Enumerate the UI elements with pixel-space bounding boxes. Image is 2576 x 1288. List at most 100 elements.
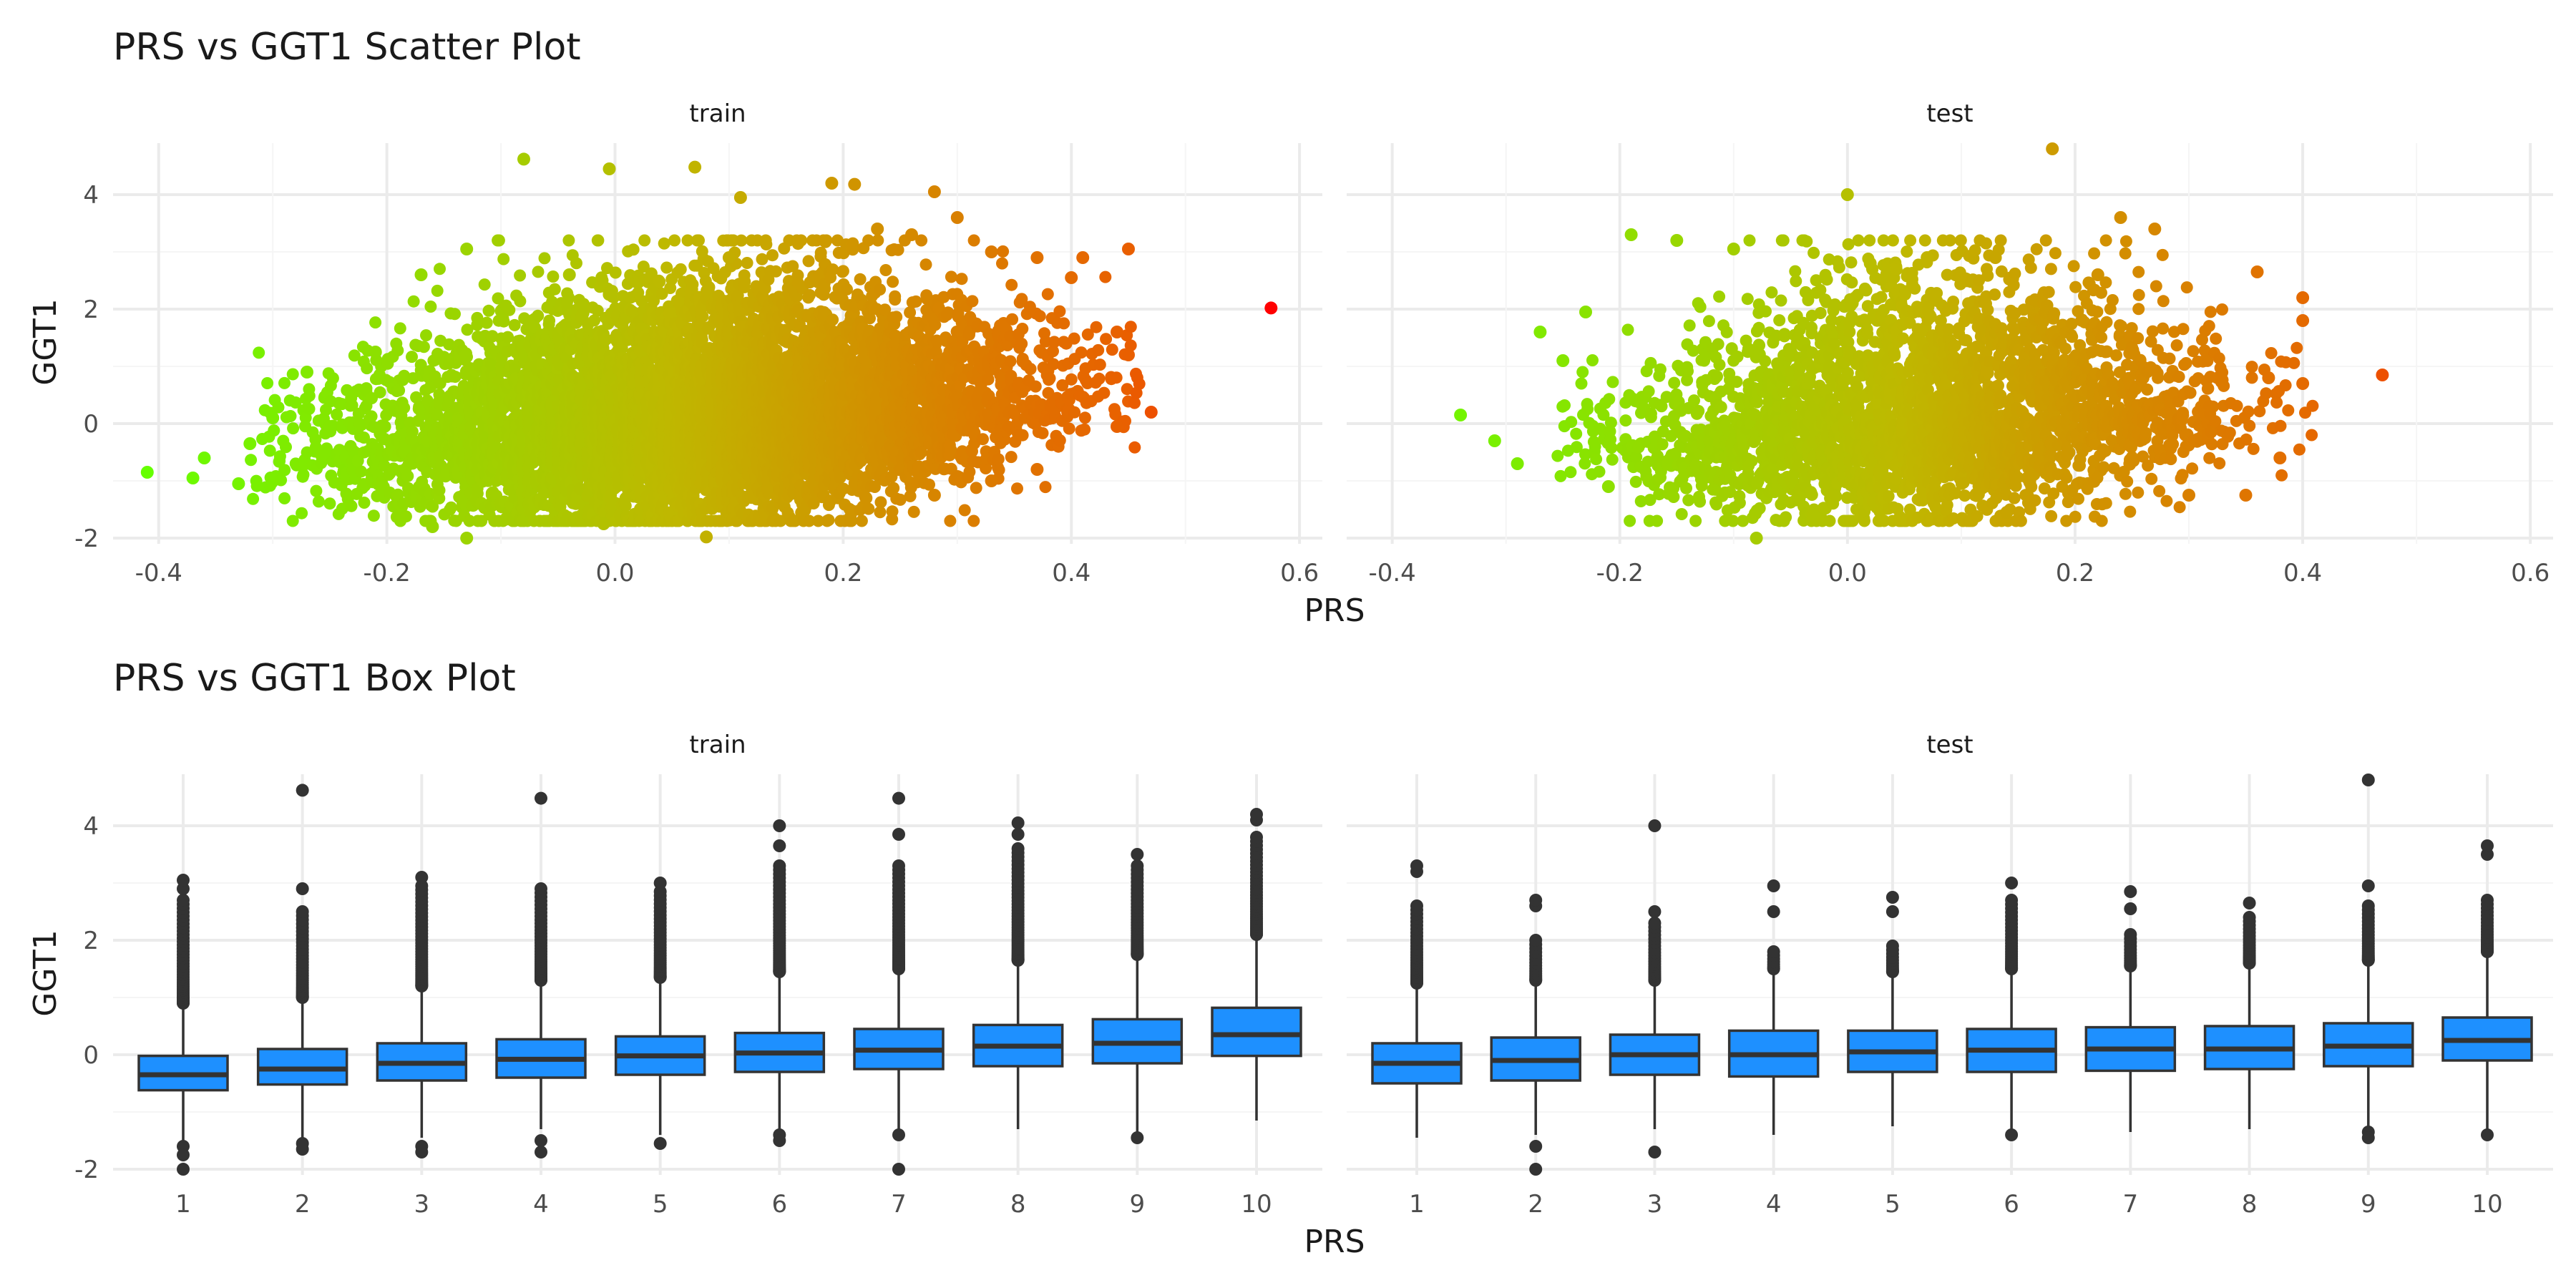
- scatter-point: [570, 257, 582, 270]
- scatter-point: [406, 425, 419, 438]
- scatter-point: [497, 253, 510, 265]
- scatter-point: [638, 234, 651, 247]
- scatter-point: [273, 450, 286, 463]
- scatter-point: [379, 420, 391, 433]
- scatter-point: [310, 484, 323, 497]
- scatter-point: [393, 384, 406, 397]
- scatter-point: [345, 499, 358, 512]
- scatter-point: [367, 509, 380, 522]
- scatter-point: [609, 266, 622, 279]
- scatter-point: [278, 464, 291, 477]
- scatter-point: [401, 469, 414, 482]
- scatter-point: [434, 263, 446, 275]
- scatter-point: [323, 497, 336, 510]
- scatter-point: [424, 301, 437, 313]
- scatter-point: [653, 275, 666, 288]
- scatter-point: [592, 234, 605, 247]
- y-tick-label: 4: [83, 181, 99, 210]
- scatter-point: [674, 263, 687, 275]
- x-tick-label: -0.4: [135, 559, 182, 587]
- scatter-point: [391, 344, 404, 357]
- x-tick-label: 0.4: [1052, 559, 1091, 587]
- scatter-point: [449, 308, 461, 321]
- scatter-point: [406, 351, 418, 364]
- scatter-point: [355, 465, 367, 478]
- scatter-point: [369, 316, 382, 329]
- scatter-point: [538, 252, 551, 265]
- scatter-point: [471, 487, 484, 500]
- scatter-point: [433, 484, 446, 497]
- scatter-point: [760, 238, 773, 250]
- scatter-point: [693, 234, 705, 247]
- scatter-point: [668, 234, 681, 247]
- scatter-point: [280, 441, 292, 454]
- scatter-point: [417, 341, 430, 353]
- scatter-point: [410, 391, 423, 404]
- scatter-point: [426, 500, 439, 513]
- scatter-point: [380, 409, 393, 421]
- x-tick-label: 0.6: [1280, 559, 1319, 587]
- scatter-point: [303, 403, 316, 415]
- scatter-point: [562, 291, 575, 304]
- scatter-point: [756, 253, 769, 265]
- scatter-point: [543, 314, 556, 327]
- scatter-point: [802, 255, 815, 268]
- scatter-point: [480, 316, 493, 329]
- scatter-point: [275, 474, 288, 487]
- scatter-point: [478, 278, 491, 291]
- scatter-point: [766, 249, 779, 262]
- y-tick-label: 2: [83, 296, 99, 324]
- scatter-point: [431, 284, 444, 297]
- scatter-point: [497, 315, 510, 328]
- scatter-point: [289, 396, 302, 409]
- scatter-point: [547, 270, 560, 283]
- scatter-point: [407, 295, 420, 308]
- scatter-point: [492, 234, 505, 247]
- x-tick-label: 0.2: [824, 559, 862, 587]
- scatter-point: [492, 292, 504, 305]
- scatter-point: [326, 372, 339, 385]
- scatter-point: [482, 304, 495, 317]
- scatter-point: [312, 495, 325, 508]
- scatter-point: [562, 234, 575, 247]
- scatter-point: [287, 422, 300, 435]
- scatter-point: [398, 401, 411, 414]
- scatter-point: [735, 234, 748, 247]
- scatter-point: [365, 410, 378, 423]
- scatter-point: [268, 424, 280, 437]
- scatter-point: [514, 295, 527, 308]
- y-tick-label: -2: [74, 525, 99, 553]
- scatter-point: [532, 265, 545, 278]
- scatter-point: [738, 275, 751, 288]
- scatter-point: [686, 278, 699, 291]
- scatter-point: [296, 507, 308, 519]
- scatter-point: [814, 246, 827, 259]
- scatter-point: [253, 346, 265, 359]
- scatter-point: [795, 234, 808, 247]
- scatter-point: [360, 382, 373, 395]
- y-tick-label: 0: [83, 410, 99, 439]
- scatter-point: [247, 492, 260, 505]
- scatter-point: [532, 309, 545, 322]
- scatter-point: [278, 376, 291, 389]
- scatter-point: [503, 303, 516, 316]
- scatter-point: [297, 468, 310, 481]
- scatter-point: [394, 322, 406, 335]
- scatter-point: [358, 431, 370, 444]
- scatter-point: [263, 444, 276, 457]
- scatter-point: [278, 492, 291, 504]
- scatter-point: [286, 368, 299, 381]
- scatter-point: [445, 501, 457, 514]
- scatter-point: [245, 454, 258, 467]
- scatter-point: [321, 442, 333, 455]
- scatter-facet-label-test: test: [1926, 99, 1973, 128]
- scatter-point: [769, 265, 782, 278]
- scatter-point: [443, 338, 456, 351]
- scatter-point: [399, 510, 412, 523]
- scatter-point: [548, 283, 561, 296]
- scatter-facet-label-train: train: [689, 99, 746, 128]
- scatter-point: [348, 349, 361, 362]
- scatter-point: [463, 514, 476, 527]
